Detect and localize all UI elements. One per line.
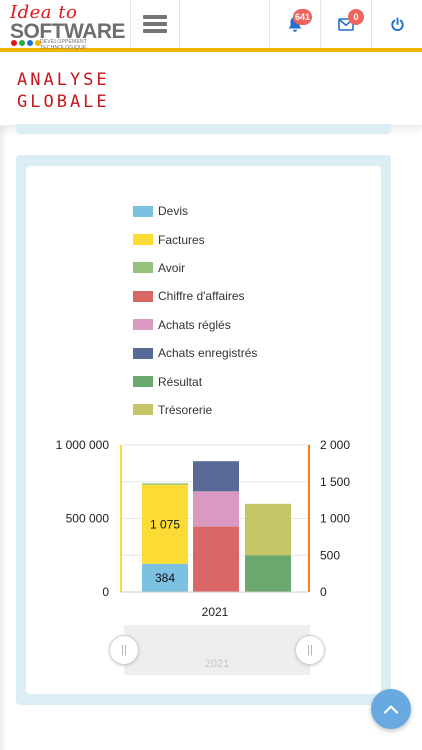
previous-card-edge xyxy=(16,124,391,134)
legend-swatch xyxy=(133,347,153,359)
menu-button[interactable] xyxy=(130,0,180,48)
page-title: Analyse Globale xyxy=(0,56,422,126)
logout-button[interactable] xyxy=(371,0,422,48)
legend-item[interactable]: Devis xyxy=(133,197,257,225)
company-logo[interactable]: Idea to SOFTWARE DÉVELOPPEMENT TECHNOLOG… xyxy=(0,0,130,52)
logo-dot xyxy=(35,40,41,46)
header-spacer xyxy=(180,0,269,48)
legend-swatch xyxy=(133,290,153,302)
notifications-badge: 641 xyxy=(293,9,313,25)
legend-label: Achats réglés xyxy=(158,317,231,332)
logo-dot xyxy=(11,40,17,46)
legend-swatch xyxy=(133,205,153,217)
legend-item[interactable]: Achats réglés xyxy=(133,311,257,339)
legend-item[interactable]: Factures xyxy=(133,225,257,253)
legend-item[interactable]: Trésorerie xyxy=(133,396,257,424)
navigator-category-label: 2021 xyxy=(204,658,230,670)
legend-label: Chiffre d'affaires xyxy=(158,289,245,304)
scroll-top-button[interactable] xyxy=(371,689,411,729)
legend-label: Trésorerie xyxy=(158,402,213,417)
messages-button[interactable]: 0 xyxy=(320,0,371,48)
legend-item[interactable]: Avoir xyxy=(133,254,257,282)
legend-label: Résultat xyxy=(158,374,203,389)
hamburger-icon xyxy=(143,12,167,36)
navigator-right-handle[interactable]: || xyxy=(295,635,325,665)
legend-swatch xyxy=(133,319,153,331)
legend-label: Avoir xyxy=(158,260,186,275)
logo-tagline: DÉVELOPPEMENT TECHNOLOGIQUE xyxy=(40,39,87,51)
page-title-line2: Globale xyxy=(17,92,110,112)
top-header: Idea to SOFTWARE DÉVELOPPEMENT TECHNOLOG… xyxy=(0,0,422,52)
legend-item[interactable]: Résultat xyxy=(133,367,257,395)
legend-swatch xyxy=(133,404,153,416)
legend-swatch xyxy=(133,376,153,388)
power-icon xyxy=(390,16,404,31)
legend-item[interactable]: Chiffre d'affaires xyxy=(133,282,257,310)
chevron-up-icon xyxy=(383,705,399,714)
chart-legend: Devis Factures Avoir Chiffre d'affaires Acha… xyxy=(133,197,257,424)
logo-line1: Idea to xyxy=(10,2,78,23)
legend-swatch xyxy=(133,234,153,246)
notifications-button[interactable]: 641 xyxy=(269,0,320,48)
legend-item[interactable]: Achats enregistrés xyxy=(133,339,257,367)
messages-badge: 0 xyxy=(348,9,364,25)
page-title-line1: Analyse xyxy=(17,70,110,90)
navigator-left-handle[interactable]: || xyxy=(109,635,139,665)
logo-line2: SOFTWARE xyxy=(10,20,126,43)
legend-label: Achats enregistrés xyxy=(158,346,258,361)
chart-panel xyxy=(26,166,381,694)
range-navigator[interactable] xyxy=(124,625,310,675)
legend-label: Devis xyxy=(158,204,189,219)
left-shadow xyxy=(0,126,8,750)
logo-dots xyxy=(11,40,41,46)
logo-dot xyxy=(19,40,25,46)
legend-swatch xyxy=(133,262,153,274)
legend-label: Factures xyxy=(158,232,205,247)
logo-dot xyxy=(27,40,33,46)
